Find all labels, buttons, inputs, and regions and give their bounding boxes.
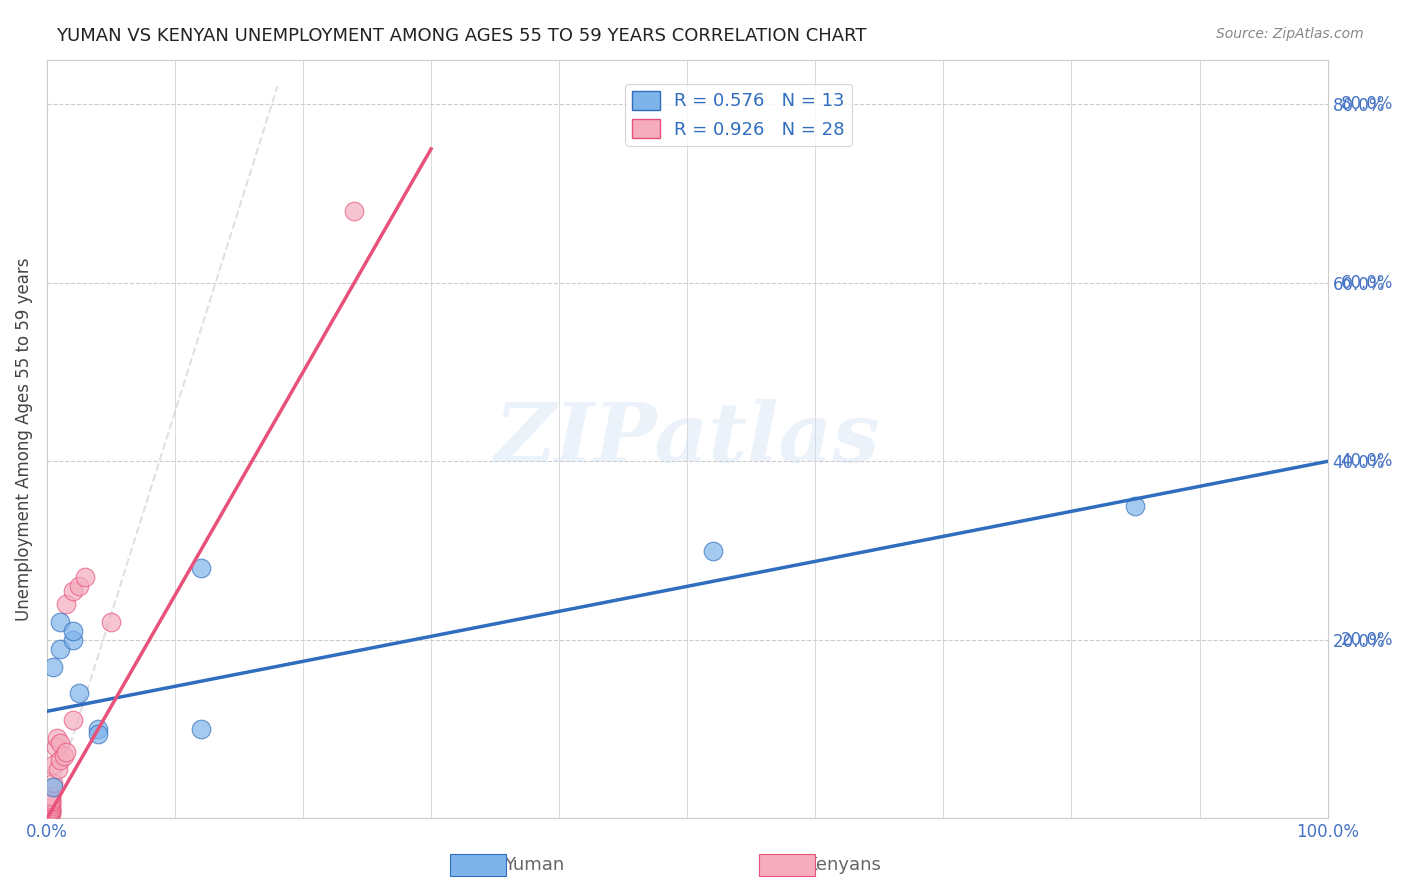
Text: Source: ZipAtlas.com: Source: ZipAtlas.com (1216, 27, 1364, 41)
Text: YUMAN VS KENYAN UNEMPLOYMENT AMONG AGES 55 TO 59 YEARS CORRELATION CHART: YUMAN VS KENYAN UNEMPLOYMENT AMONG AGES … (56, 27, 866, 45)
Point (62, 583, 84, 598)
Point (62, 624, 84, 638)
Point (67, 686, 90, 700)
Point (39, 797, 62, 812)
Point (100, 615, 122, 629)
Point (39, 796, 62, 810)
Point (45, 739, 67, 754)
Point (190, 561, 212, 575)
Point (42, 776, 65, 790)
Point (190, 722, 212, 736)
Text: 40.0%: 40.0% (1340, 452, 1393, 470)
Point (39, 794, 62, 808)
Text: 20.0%: 20.0% (1340, 631, 1393, 648)
Point (48, 641, 70, 656)
Point (87, 722, 110, 736)
Point (39, 789, 62, 804)
Point (46, 731, 69, 745)
Point (39, 799, 62, 814)
Point (39, 792, 62, 806)
Point (52, 748, 75, 763)
Point (702, 543, 724, 558)
Point (62, 632, 84, 647)
Text: 60.0%: 60.0% (1340, 274, 1393, 292)
Y-axis label: Unemployment Among Ages 55 to 59 years: Unemployment Among Ages 55 to 59 years (15, 257, 32, 621)
Point (39, 804, 62, 818)
Text: Yuman: Yuman (505, 856, 564, 874)
Point (39, 803, 62, 817)
Point (48, 615, 70, 629)
Point (48, 735, 70, 749)
Text: Kenyans: Kenyans (806, 856, 882, 874)
Text: 80.0%: 80.0% (1340, 95, 1393, 113)
Point (39, 807, 62, 822)
Point (39, 805, 62, 820)
Point (55, 744, 77, 758)
Point (48, 753, 70, 767)
Point (39, 805, 62, 819)
Point (42, 758, 65, 772)
Point (1125, 499, 1147, 513)
Text: ZIPatlas: ZIPatlas (495, 399, 880, 479)
Point (39, 801, 62, 815)
Point (87, 726, 110, 740)
Point (75, 570, 97, 584)
Point (42, 659, 65, 673)
Point (42, 780, 65, 795)
Point (67, 579, 90, 593)
Point (48, 763, 70, 777)
Legend: R = 0.576   N = 13, R = 0.926   N = 28: R = 0.576 N = 13, R = 0.926 N = 28 (626, 84, 852, 146)
Point (343, 204, 366, 219)
Point (62, 713, 84, 727)
Point (55, 597, 77, 611)
